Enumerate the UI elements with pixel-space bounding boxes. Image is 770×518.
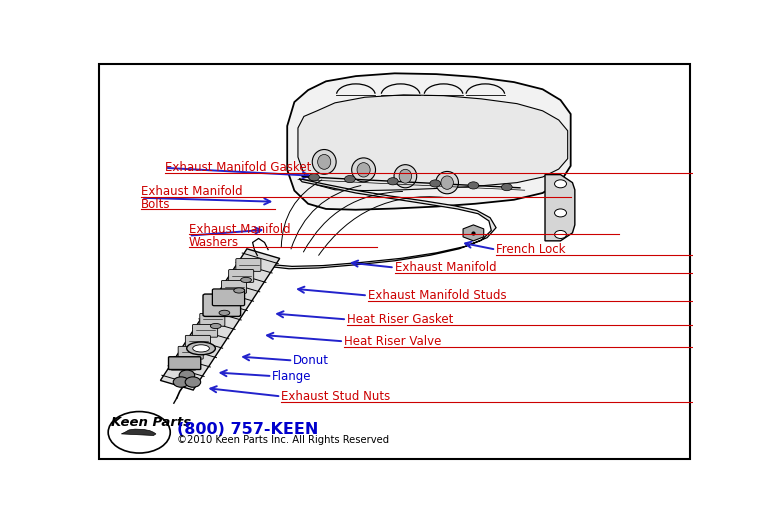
FancyBboxPatch shape [213,289,245,306]
Ellipse shape [219,310,229,315]
FancyBboxPatch shape [203,294,240,316]
Polygon shape [257,179,496,269]
Circle shape [173,377,189,387]
Ellipse shape [234,288,245,293]
Ellipse shape [441,176,454,189]
Ellipse shape [357,163,370,177]
Circle shape [387,178,398,185]
Text: Exhaust Stud Nuts: Exhaust Stud Nuts [281,390,390,403]
FancyBboxPatch shape [229,269,253,282]
Text: Exhaust Manifold Gasket: Exhaust Manifold Gasket [165,162,311,175]
Polygon shape [545,175,575,241]
Circle shape [554,180,567,188]
Circle shape [501,183,512,191]
Ellipse shape [436,171,458,194]
Circle shape [430,180,440,187]
Polygon shape [298,95,567,191]
Polygon shape [160,249,280,390]
Circle shape [309,174,320,181]
FancyBboxPatch shape [207,303,232,315]
Ellipse shape [313,150,336,174]
Ellipse shape [186,342,216,355]
Ellipse shape [318,154,331,169]
Text: Heat Riser Gasket: Heat Riser Gasket [346,313,454,326]
FancyBboxPatch shape [186,335,210,348]
FancyBboxPatch shape [169,357,201,369]
Circle shape [554,209,567,217]
Polygon shape [287,74,571,210]
Text: (800) 757-KEEN: (800) 757-KEEN [177,422,318,437]
Circle shape [554,231,567,238]
Circle shape [344,176,355,183]
Ellipse shape [399,169,412,183]
Circle shape [468,182,479,189]
Ellipse shape [352,158,376,182]
Text: Exhaust Manifold: Exhaust Manifold [189,223,290,236]
Ellipse shape [241,277,251,282]
Text: Exhaust Manifold: Exhaust Manifold [141,185,243,198]
FancyBboxPatch shape [171,357,196,370]
Polygon shape [463,225,484,241]
Text: French Lock: French Lock [496,243,566,256]
Ellipse shape [394,165,417,188]
Ellipse shape [192,345,209,352]
Text: ©2010 Keen Parts Inc. All Rights Reserved: ©2010 Keen Parts Inc. All Rights Reserve… [177,435,389,445]
FancyBboxPatch shape [214,292,239,304]
FancyBboxPatch shape [178,347,203,359]
FancyBboxPatch shape [222,281,246,293]
Ellipse shape [210,323,221,328]
Text: Keen Parts: Keen Parts [111,416,191,429]
FancyBboxPatch shape [192,324,218,337]
Circle shape [179,370,195,380]
Text: Exhaust Manifold: Exhaust Manifold [394,261,496,274]
FancyBboxPatch shape [236,258,261,271]
Text: Exhaust Manifold Studs: Exhaust Manifold Studs [368,289,507,302]
Text: Donut: Donut [293,354,330,367]
Text: Bolts: Bolts [141,198,170,211]
Polygon shape [122,429,156,436]
Text: Washers: Washers [189,236,239,249]
Circle shape [185,377,201,387]
Text: Flange: Flange [273,369,312,383]
FancyBboxPatch shape [199,313,225,326]
Text: Heat Riser Valve: Heat Riser Valve [344,335,441,348]
